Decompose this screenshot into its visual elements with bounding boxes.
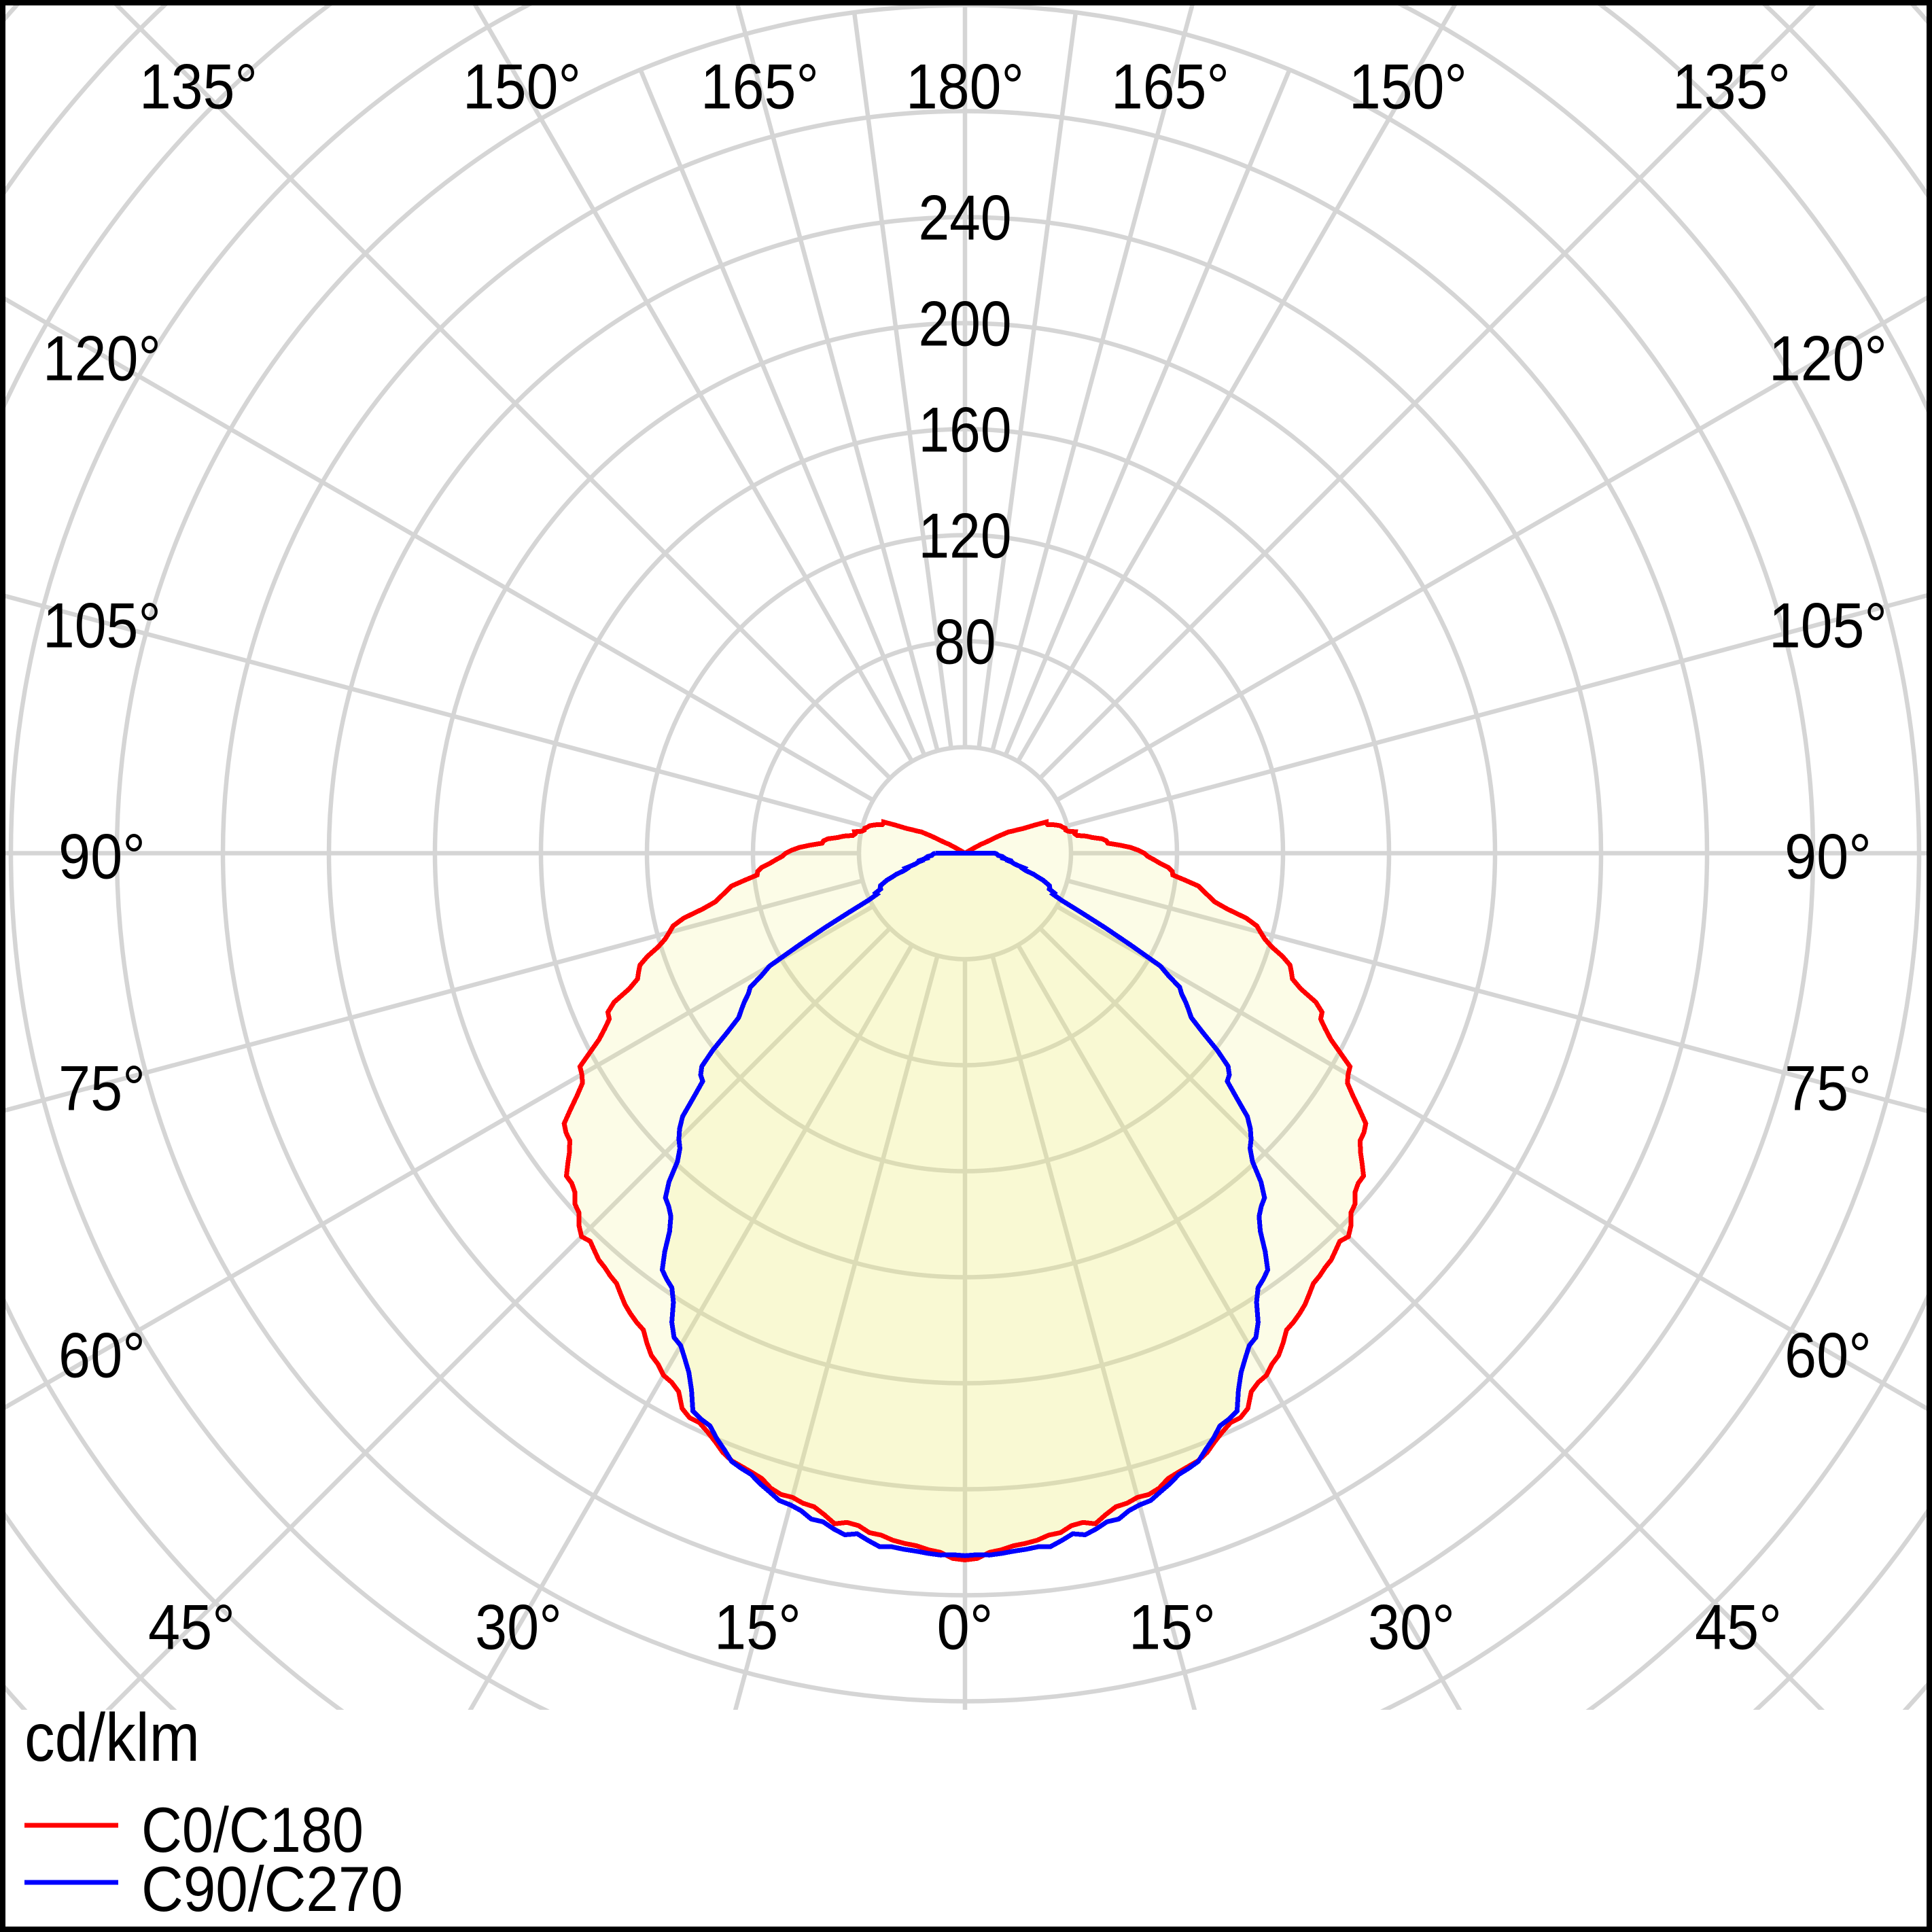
svg-text:75°: 75° (58, 1053, 145, 1124)
svg-text:105°: 105° (43, 590, 161, 661)
svg-text:150°: 150° (1349, 51, 1467, 122)
svg-text:30°: 30° (475, 1592, 562, 1663)
svg-text:135°: 135° (1672, 51, 1791, 122)
svg-text:90°: 90° (1785, 821, 1872, 892)
svg-text:165°: 165° (701, 51, 819, 122)
svg-text:160: 160 (919, 394, 1012, 466)
svg-text:80: 80 (934, 606, 996, 678)
svg-text:15°: 15° (714, 1592, 801, 1663)
svg-text:60°: 60° (58, 1320, 145, 1391)
svg-text:45°: 45° (1695, 1592, 1782, 1663)
svg-text:C90/C270: C90/C270 (141, 1853, 403, 1925)
svg-text:C0/C180: C0/C180 (141, 1794, 364, 1865)
svg-text:cd/klm: cd/klm (24, 1700, 200, 1776)
svg-text:135°: 135° (139, 51, 258, 122)
svg-text:15°: 15° (1129, 1592, 1216, 1663)
svg-text:240: 240 (919, 182, 1012, 253)
svg-text:120°: 120° (1769, 323, 1887, 394)
svg-text:120°: 120° (43, 323, 161, 394)
svg-text:165°: 165° (1111, 51, 1229, 122)
svg-text:150°: 150° (463, 51, 581, 122)
svg-text:120: 120 (919, 500, 1012, 572)
svg-text:90°: 90° (58, 821, 145, 892)
svg-text:0°: 0° (937, 1592, 994, 1663)
svg-text:30°: 30° (1368, 1592, 1455, 1663)
svg-text:180°: 180° (906, 51, 1024, 122)
svg-text:75°: 75° (1785, 1053, 1872, 1124)
svg-text:105°: 105° (1769, 590, 1887, 661)
svg-text:200: 200 (919, 288, 1012, 359)
svg-text:45°: 45° (148, 1592, 235, 1663)
svg-text:60°: 60° (1785, 1320, 1872, 1391)
